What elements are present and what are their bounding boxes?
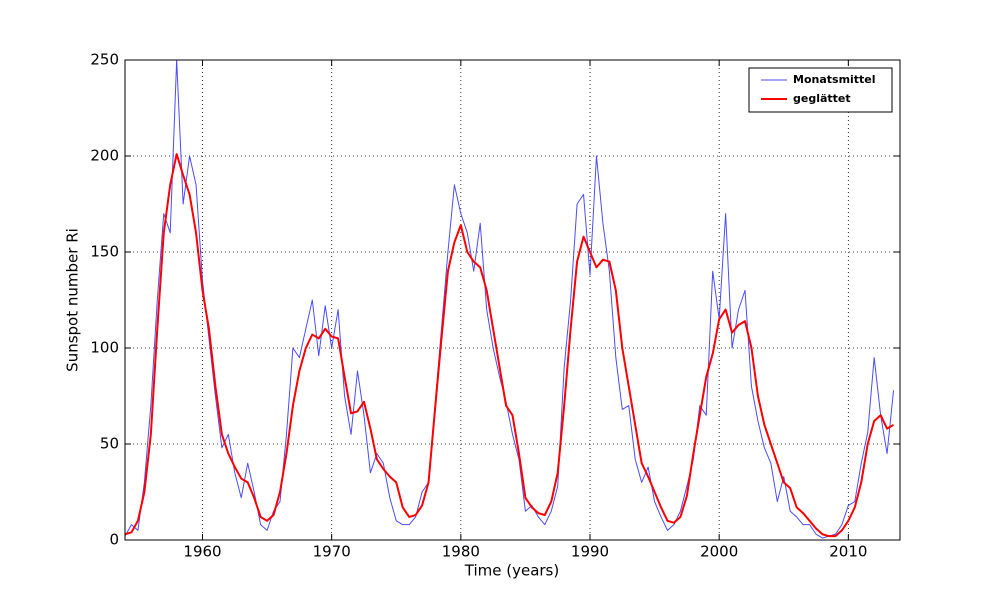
y-tick-label: 0 <box>109 531 119 549</box>
data-line <box>125 60 895 539</box>
plot-area <box>125 60 895 539</box>
y-tick-label: 150 <box>90 243 119 261</box>
x-tick-label: 2000 <box>700 543 738 561</box>
legend-label: Monatsmittel <box>793 73 876 86</box>
y-tick-label: 200 <box>90 147 119 165</box>
x-tick-label: 1960 <box>183 543 221 561</box>
legend-label: geglättet <box>793 92 851 105</box>
x-axis-label: Time (years) <box>464 562 559 580</box>
y-tick-label: 50 <box>100 435 119 453</box>
x-tick-label: 2010 <box>829 543 867 561</box>
y-axis-label: Sunspot number Ri <box>64 228 82 372</box>
y-tick-label: 250 <box>90 51 119 69</box>
x-tick-label: 1990 <box>571 543 609 561</box>
x-tick-label: 1970 <box>313 543 351 561</box>
data-line <box>125 153 895 538</box>
x-tick-label: 1980 <box>442 543 480 561</box>
y-tick-label: 100 <box>90 339 119 357</box>
plot-frame <box>124 59 901 541</box>
legend-box <box>748 67 893 113</box>
